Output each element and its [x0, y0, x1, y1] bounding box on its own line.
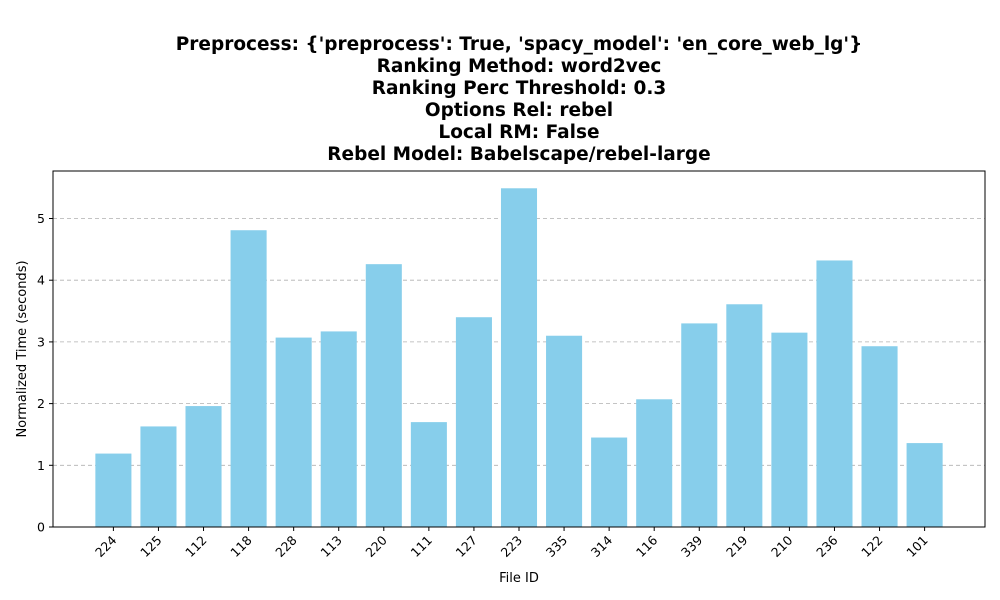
bar-335: [546, 335, 583, 527]
x-tick-label-339: 339: [678, 532, 706, 560]
x-tick-label-224: 224: [92, 532, 120, 560]
x-tick-label-113: 113: [317, 533, 344, 560]
bar-116: [636, 399, 673, 527]
x-tick-label-122: 122: [858, 533, 885, 560]
title-line-preprocess: Preprocess: {'preprocess': True, 'spacy_…: [175, 34, 863, 55]
bar-314: [591, 437, 628, 527]
y-tick-label-5: 5: [37, 211, 45, 226]
y-tick-label-0: 0: [37, 520, 45, 535]
bar-228: [275, 337, 312, 527]
bar-113: [320, 331, 357, 527]
title-line-local-rm: Local RM: False: [438, 122, 600, 143]
bar-219: [726, 304, 763, 527]
bar-339: [681, 323, 718, 527]
y-tick-label-2: 2: [37, 396, 45, 411]
x-axis-label: File ID: [499, 571, 539, 586]
x-tick-label-223: 223: [498, 533, 525, 560]
bar-118: [230, 230, 267, 527]
y-axis-label: Normalized Time (seconds): [15, 260, 30, 437]
bar-224: [95, 453, 132, 527]
x-tick-label-228: 228: [272, 532, 300, 560]
y-tick-label-3: 3: [37, 334, 45, 349]
x-tick-label-314: 314: [588, 532, 616, 560]
x-tick-label-111: 111: [408, 533, 435, 560]
y-axis-ticks: 0 1 2 3 4 5: [37, 211, 53, 535]
bars: [95, 188, 943, 527]
bar-111: [410, 422, 447, 527]
chart-title: Preprocess: {'preprocess': True, 'spacy_…: [0, 34, 1000, 166]
x-tick-label-210: 210: [768, 532, 796, 560]
x-tick-label-236: 236: [813, 532, 841, 560]
bar-112: [185, 406, 222, 527]
x-tick-label-335: 335: [543, 533, 570, 560]
bar-122: [861, 346, 898, 527]
x-axis-ticks: 224 125 112 118 228 113 220 111 127 223 335 314 116 3…: [92, 527, 931, 560]
x-tick-label-219: 219: [723, 532, 751, 560]
title-line-options-rel: Options Rel: rebel: [424, 100, 614, 121]
bar-125: [140, 426, 177, 527]
x-tick-label-118: 118: [227, 532, 255, 560]
title-line-rebel-model: Rebel Model: Babelscape/rebel-large: [327, 144, 711, 165]
x-tick-label-220: 220: [362, 532, 390, 560]
y-tick-label-1: 1: [37, 458, 45, 473]
x-tick-label-101: 101: [903, 533, 930, 560]
x-tick-label-116: 116: [633, 532, 661, 560]
x-tick-label-125: 125: [137, 533, 164, 560]
bar-210: [771, 332, 808, 527]
bar-223: [500, 188, 538, 527]
bar-127: [455, 317, 492, 527]
x-tick-label-127: 127: [453, 533, 480, 560]
bar-236: [816, 260, 853, 527]
bar-220: [365, 264, 402, 527]
y-tick-label-4: 4: [37, 273, 45, 288]
title-line-ranking-threshold: Ranking Perc Threshold: 0.3: [371, 78, 667, 99]
x-tick-label-112: 112: [182, 533, 209, 560]
bar-101: [906, 443, 943, 527]
title-line-ranking-method: Ranking Method: word2vec: [376, 56, 662, 77]
